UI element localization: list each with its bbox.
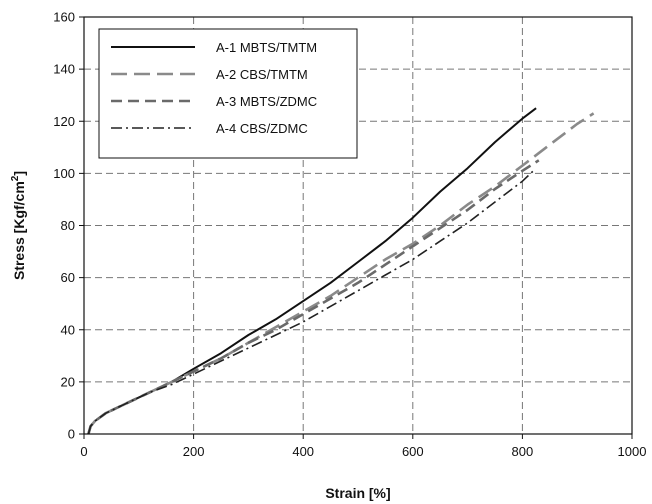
x-tick-label: 400 (292, 444, 314, 459)
x-axis-title: Strain [%] (325, 485, 390, 501)
legend-label: A-2 CBS/TMTM (216, 67, 308, 82)
y-tick-label: 100 (53, 166, 75, 181)
y-axis-title-superscript: 2 (10, 175, 21, 181)
axis-ticks: 0 200 400 600 800 1000 0 20 40 60 80 100 120 140 160 (53, 10, 646, 460)
series-line-a-2-cbs-tmtm (87, 112, 595, 435)
y-axis-title: Stress [Kgf/cm2] (10, 171, 27, 280)
y-tick-label: 0 (68, 427, 75, 442)
y-tick-label: 20 (61, 374, 75, 389)
x-tick-label: 600 (402, 444, 424, 459)
x-tick-label: 200 (183, 444, 205, 459)
series-line-a-4-cbs-zdmc (87, 170, 534, 435)
y-tick-label: 40 (61, 322, 75, 337)
y-tick-label: 60 (61, 270, 75, 285)
y-tick-label: 120 (53, 114, 75, 129)
x-tick-label: 800 (512, 444, 534, 459)
legend-label: A-4 CBS/ZDMC (216, 121, 308, 136)
x-tick-label: 0 (80, 444, 87, 459)
y-axis-title-main: Stress [Kgf/cm (11, 181, 27, 280)
y-axis-title-close: ] (11, 171, 27, 176)
legend-label: A-3 MBTS/ZDMC (216, 94, 317, 109)
y-tick-label: 80 (61, 218, 75, 233)
x-tick-label: 1000 (618, 444, 647, 459)
legend-box (98, 28, 358, 159)
y-tick-label: 140 (53, 62, 75, 77)
legend: A-1 MBTS/TMTM A-2 CBS/TMTM A-3 MBTS/ZDMC A-… (98, 28, 358, 159)
series-lines (87, 107, 595, 435)
y-tick-label: 160 (53, 10, 75, 25)
legend-label: A-1 MBTS/TMTM (216, 40, 317, 55)
